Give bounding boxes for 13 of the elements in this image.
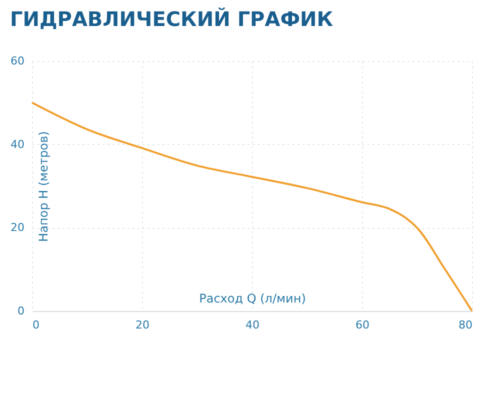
chart-title: ГИДРАВЛИЧЕСКИЙ ГРАФИК bbox=[10, 7, 334, 31]
x-axis-title: Расход Q (л/мин) bbox=[199, 292, 306, 306]
x-tick-label: 20 bbox=[136, 318, 150, 332]
y-axis-title: Напор H (метров) bbox=[36, 131, 50, 242]
x-tick-label: 80 bbox=[458, 318, 472, 332]
y-tick-label: 0 bbox=[18, 304, 24, 318]
x-tick-label: 0 bbox=[32, 318, 40, 332]
x-tick-label: 40 bbox=[246, 318, 260, 332]
y-tick-label: 60 bbox=[10, 54, 24, 68]
y-tick-label: 20 bbox=[10, 221, 24, 234]
x-tick-label: 60 bbox=[356, 318, 370, 332]
line-series bbox=[31, 102, 473, 312]
y-tick-label: 40 bbox=[10, 138, 24, 151]
